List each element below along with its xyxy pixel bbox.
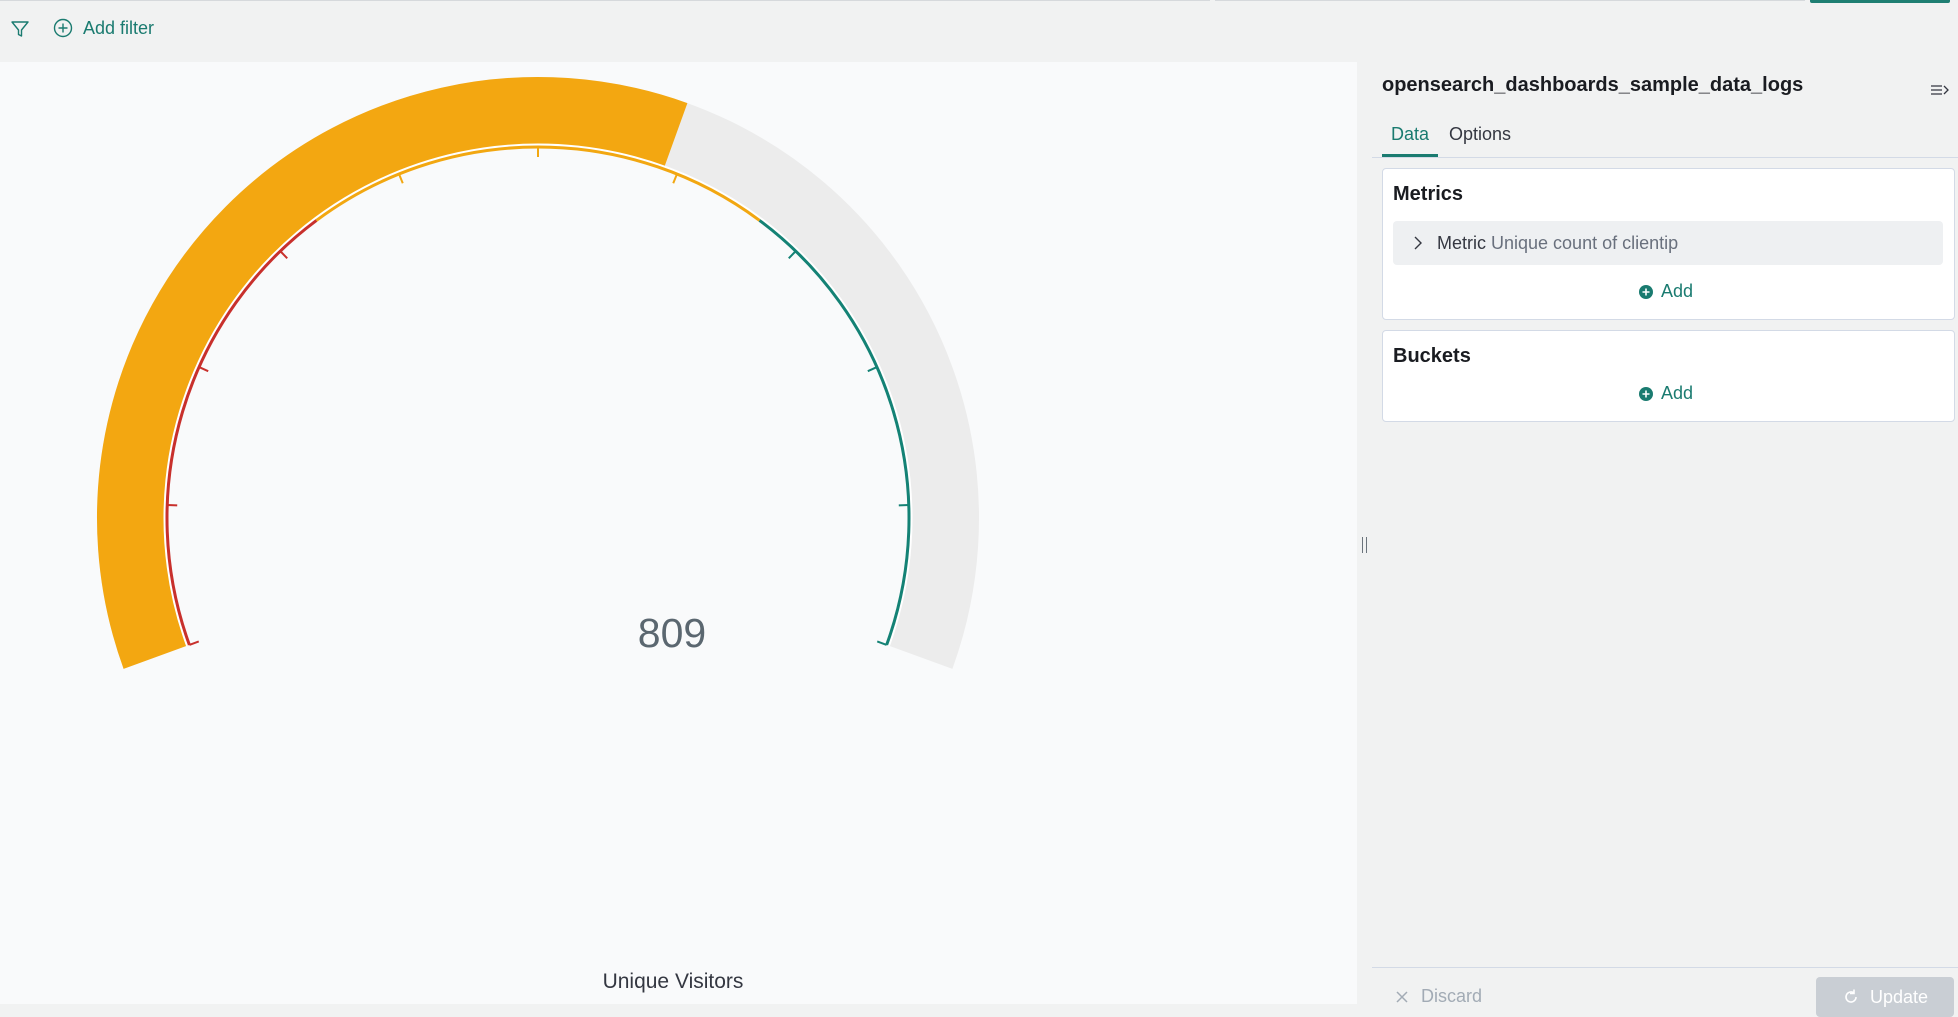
gauge-tick	[877, 641, 886, 644]
add-bucket-button[interactable]: Add	[1639, 383, 1693, 404]
gauge-tick	[399, 174, 403, 183]
gauge-tick	[868, 367, 877, 371]
refresh-icon	[1842, 988, 1860, 1006]
tab-options[interactable]: Options	[1440, 124, 1520, 157]
gauge-tick	[673, 174, 677, 183]
metrics-panel: Metrics Metric Unique count of clientip …	[1382, 168, 1955, 320]
gauge-fill	[132, 112, 676, 657]
visualization-area: 809 Unique Visitors	[0, 62, 1357, 1004]
filter-bar: Add filter	[0, 0, 1958, 62]
metric-item[interactable]: Metric Unique count of clientip	[1393, 221, 1943, 265]
top-border	[1215, 0, 1805, 1]
buckets-panel: Buckets Add	[1382, 330, 1955, 422]
plus-circle-filled-icon	[1639, 387, 1653, 401]
gauge-tick	[789, 251, 796, 258]
metric-description: Unique count of clientip	[1491, 233, 1678, 254]
gauge-chart	[0, 62, 1357, 1004]
gauge-label: Unique Visitors	[560, 970, 786, 994]
update-button[interactable]: Update	[1816, 977, 1954, 1017]
tab-data[interactable]: Data	[1382, 124, 1438, 157]
add-metric-label: Add	[1661, 281, 1693, 302]
metrics-title: Metrics	[1393, 183, 1463, 206]
close-icon	[1395, 990, 1409, 1004]
sidebar-tabs: Data Options	[1372, 118, 1958, 158]
index-pattern-title: opensearch_dashboards_sample_data_logs	[1382, 74, 1803, 97]
top-border	[0, 0, 1210, 1]
add-filter-button[interactable]: Add filter	[53, 16, 154, 40]
gauge-tick	[189, 641, 198, 644]
filter-icon[interactable]	[10, 19, 30, 39]
buckets-title: Buckets	[1393, 345, 1471, 368]
update-label: Update	[1870, 987, 1928, 1008]
gauge-value: 809	[572, 610, 772, 657]
metric-kind-label: Metric	[1437, 233, 1486, 254]
collapse-sidebar-icon[interactable]	[1930, 82, 1950, 98]
panel-resizer[interactable]	[1357, 62, 1371, 1004]
plus-circle-filled-icon	[1639, 285, 1653, 299]
chevron-right-icon[interactable]	[1413, 236, 1423, 250]
add-metric-button[interactable]: Add	[1639, 281, 1693, 302]
add-bucket-label: Add	[1661, 383, 1693, 404]
resize-grip-icon[interactable]	[1362, 537, 1367, 553]
footer-divider	[1372, 967, 1958, 968]
gauge-tick	[199, 367, 208, 371]
gauge-tick	[280, 251, 287, 258]
plus-circle-icon	[53, 18, 73, 38]
top-accent-bar	[1810, 0, 1950, 3]
add-filter-label: Add filter	[83, 18, 154, 39]
